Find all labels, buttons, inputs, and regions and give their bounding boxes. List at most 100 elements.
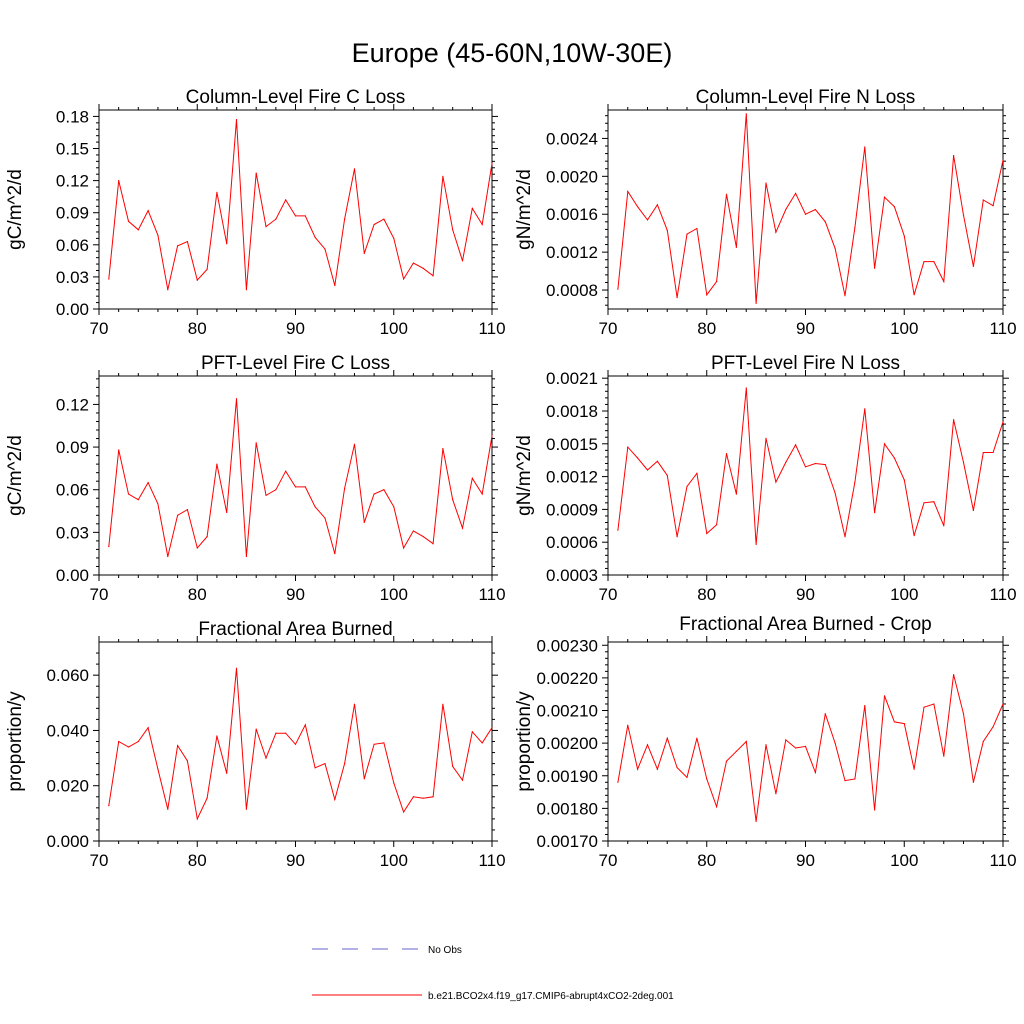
data-point [196, 279, 198, 281]
data-point [442, 703, 444, 705]
y-tick-label: 0.0024 [546, 129, 598, 148]
data-point [696, 737, 698, 739]
data-point [844, 295, 846, 297]
data-point [765, 182, 767, 184]
y-tick-label: 0.06 [56, 236, 89, 255]
x-tick-label: 100 [890, 585, 918, 604]
data-point [933, 703, 935, 705]
data-point [471, 207, 473, 210]
data-point [755, 302, 757, 304]
data-point [245, 808, 247, 810]
y-tick-label: 0.0015 [546, 435, 598, 454]
plot-frame [607, 641, 1004, 842]
data-point [706, 532, 708, 535]
y-tick-label: 0.00 [56, 566, 89, 585]
data-point [334, 798, 336, 801]
data-point [226, 243, 228, 245]
y-axis-label: gC/m^2/d [5, 169, 26, 250]
data-point [814, 462, 816, 465]
data-point [725, 453, 728, 455]
data-point [235, 398, 238, 400]
data-point [167, 555, 169, 558]
data-point [442, 175, 444, 177]
y-tick-label: 0.12 [56, 395, 89, 414]
data-point [893, 457, 895, 459]
plot-frame [98, 641, 493, 842]
data-point [686, 485, 688, 488]
data-point [265, 757, 267, 759]
data-point [294, 215, 297, 217]
data-point [637, 457, 639, 459]
x-tick-label: 100 [380, 585, 408, 604]
data-point [686, 776, 688, 778]
data-point [452, 765, 454, 767]
data-point [275, 218, 277, 220]
data-point [432, 796, 434, 798]
y-tick-label: 0.0009 [546, 500, 598, 519]
data-point [982, 199, 984, 201]
data-point [854, 481, 856, 483]
x-tick-label: 70 [90, 851, 109, 870]
plot-frame [98, 109, 493, 310]
data-point [676, 536, 678, 538]
data-point [245, 555, 247, 558]
y-tick-label: 0.00200 [537, 734, 598, 753]
data-point [216, 191, 218, 193]
data-point [147, 727, 149, 729]
data-point [491, 435, 493, 437]
data-point [314, 506, 316, 508]
data-point [903, 479, 905, 481]
data-point [735, 750, 737, 752]
data-point [834, 492, 836, 494]
legend-series-label: b.e21.BCO2x4.f19_g17.CMIP6-abrupt4xCO2-2… [428, 991, 674, 1002]
data-point [834, 247, 836, 249]
data-point [147, 482, 149, 484]
chart-panel-6: Fractional Area Burned - Crop 70 80 90 100 11… [514, 614, 1017, 870]
data-point [118, 449, 120, 451]
data-point [393, 782, 395, 784]
data-point [167, 808, 169, 810]
x-tick-label: 110 [989, 851, 1016, 870]
data-point [186, 509, 189, 511]
data-point [656, 460, 658, 462]
y-tick-label: 0.040 [46, 721, 89, 740]
data-point [992, 726, 994, 728]
x-tick-label: 80 [697, 319, 716, 338]
y-tick-label: 0.00190 [537, 767, 598, 786]
data-point [314, 767, 316, 769]
data-point [108, 545, 110, 548]
data-point [226, 511, 228, 514]
data-point [972, 781, 974, 783]
data-point [452, 229, 454, 231]
data-point [491, 727, 493, 729]
data-point [127, 493, 130, 495]
panel-title: Fractional Area Burned - Crop [679, 614, 931, 635]
panel-title: PFT-Level Fire C Loss [201, 353, 390, 374]
data-point [745, 387, 747, 389]
series-line [108, 398, 493, 557]
data-point [913, 294, 915, 296]
y-tick-label: 0.0012 [546, 468, 598, 487]
x-tick-label: 100 [380, 319, 408, 338]
data-point [127, 746, 130, 748]
data-point [344, 763, 346, 765]
legend: No Obs b.e21.BCO2x4.f19_g17.CMIP6-abrupt… [312, 945, 674, 1002]
x-tick-label: 80 [697, 851, 716, 870]
data-point [1002, 703, 1004, 705]
data-point [324, 763, 326, 765]
data-point [275, 732, 277, 734]
data-point [157, 768, 159, 770]
data-point [696, 472, 698, 474]
data-point [235, 119, 238, 121]
data-point [442, 447, 444, 450]
y-tick-label: 0.03 [56, 268, 89, 287]
data-point [255, 172, 257, 174]
data-point [255, 442, 257, 444]
y-tick-label: 0.00170 [537, 832, 598, 851]
x-tick-label: 80 [188, 319, 207, 338]
data-point [646, 469, 649, 471]
data-point [481, 493, 483, 495]
data-point [755, 543, 757, 545]
data-point [824, 463, 826, 466]
data-point [982, 740, 984, 743]
